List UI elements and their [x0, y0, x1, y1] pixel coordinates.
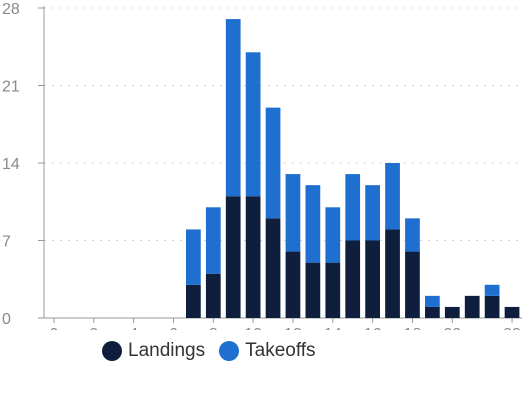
bar-landings-17: [385, 229, 400, 318]
y-tick-label-21: 21: [2, 79, 20, 96]
y-tick-label-28: 28: [2, 1, 20, 18]
x-tick-label-18: 18: [404, 326, 422, 330]
bar-takeoffs-9: [225, 19, 241, 197]
legend-item-takeoffs[interactable]: Takeoffs: [219, 340, 316, 362]
bar-takeoffs-19: [425, 295, 440, 307]
bar-takeoffs-22: [484, 284, 500, 296]
legend-item-landings[interactable]: Landings: [102, 340, 205, 362]
bar-landings-15: [345, 240, 361, 318]
stacked-bar-chart: 0 7 14 21 28 0 2 4 6 8 10 12 14 16 18 20 23: [2, 1, 522, 343]
bar-landings-8: [205, 273, 221, 318]
bar-takeoffs-10: [245, 52, 261, 197]
bar-landings-13: [305, 262, 321, 318]
bar-takeoffs-18: [405, 218, 420, 252]
bar-landings-11: [265, 218, 281, 318]
legend-label-takeoffs: Takeoffs: [245, 340, 316, 361]
y-tick-label-0: 0: [2, 311, 11, 328]
bar-takeoffs-13: [305, 185, 321, 263]
bar-landings-16: [365, 240, 380, 318]
bar-landings-9: [225, 196, 241, 318]
x-tick-label-0: 0: [50, 326, 59, 330]
x-tick-label-14: 14: [324, 326, 342, 330]
x-tick-label-2: 2: [89, 326, 98, 330]
bar-landings-18: [405, 251, 420, 318]
bar-takeoffs-14: [325, 207, 341, 263]
x-tick-label-23: 23: [503, 326, 521, 330]
bar-landings-22: [484, 295, 500, 318]
x-tick-label-12: 12: [284, 326, 302, 330]
legend-swatch-landings: [102, 341, 122, 361]
bar-takeoffs-12: [285, 174, 301, 252]
legend: Landings Takeoffs: [102, 340, 322, 362]
bar-landings-19: [425, 306, 440, 318]
bar-landings-21: [464, 295, 480, 318]
bar-landings-12: [285, 251, 301, 318]
bar-landings-20: [444, 306, 460, 318]
x-tick-label-20: 20: [443, 326, 461, 330]
bar-takeoffs-17: [385, 163, 400, 230]
bar-landings-10: [245, 196, 261, 318]
x-tick-label-16: 16: [364, 326, 382, 330]
bar-landings-23: [504, 306, 520, 318]
x-tick-label-10: 10: [244, 326, 262, 330]
x-tick-label-4: 4: [129, 326, 138, 330]
bar-takeoffs-8: [205, 207, 221, 274]
y-tick-label-14: 14: [2, 156, 20, 173]
legend-swatch-takeoffs: [219, 341, 240, 361]
y-tick-label-7: 7: [2, 234, 11, 251]
bar-takeoffs-7: [186, 229, 201, 285]
x-tick-label-8: 8: [209, 326, 218, 330]
bar-takeoffs-11: [265, 107, 281, 219]
legend-label-landings: Landings: [128, 340, 206, 361]
bar-landings-7: [186, 284, 201, 318]
x-tick-label-6: 6: [169, 326, 178, 330]
bar-landings-14: [325, 262, 341, 318]
bar-takeoffs-16: [365, 185, 380, 241]
bar-takeoffs-15: [345, 174, 361, 241]
